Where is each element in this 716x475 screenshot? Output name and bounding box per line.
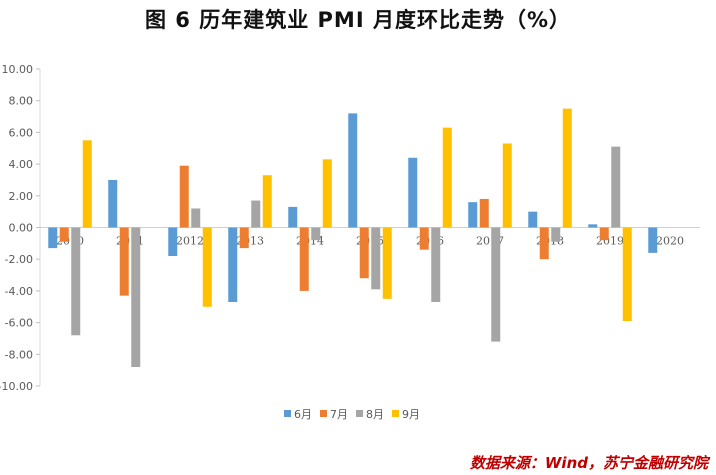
y-tick-label: 0.00 (9, 222, 34, 235)
bar-2014-8月 (311, 227, 321, 241)
bar-2020-6月 (648, 227, 658, 253)
y-tick-label: -2.00 (5, 253, 33, 266)
bar-2010-7月 (59, 227, 69, 242)
bar-2016-7月 (419, 227, 429, 250)
legend-swatch (320, 410, 327, 417)
y-tick-label: 4.00 (9, 158, 34, 171)
bar-2016-9月 (442, 127, 452, 228)
bar-2014-9月 (322, 159, 332, 228)
legend-label: 9月 (402, 408, 420, 421)
bar-2018-7月 (539, 227, 549, 260)
bar-2015-9月 (382, 227, 392, 299)
legend-swatch (284, 410, 291, 417)
bar-2017-6月 (468, 202, 478, 228)
bar-2016-8月 (431, 227, 441, 302)
bar-2013-7月 (239, 227, 249, 249)
chart-title: 图 6 历年建筑业 PMI 月度环比走势（%） (145, 8, 571, 32)
x-tick-label: 2020 (656, 235, 684, 248)
y-tick-label: 6.00 (9, 126, 34, 139)
bar-2010-8月 (71, 227, 81, 336)
bar-2012-6月 (168, 227, 178, 257)
legend-label: 8月 (366, 408, 384, 421)
bars (48, 108, 658, 367)
bar-2017-9月 (502, 143, 512, 228)
bar-2013-8月 (251, 200, 261, 228)
bar-2010-9月 (82, 140, 92, 228)
bar-2019-8月 (611, 146, 621, 228)
y-tick-label: 10.00 (2, 63, 34, 76)
bar-2013-6月 (228, 227, 238, 302)
bar-2012-8月 (191, 208, 201, 228)
bar-2012-7月 (179, 165, 189, 228)
legend-label: 7月 (330, 408, 348, 421)
bar-2012-9月 (202, 227, 212, 307)
bar-2017-8月 (491, 227, 501, 342)
bar-2015-8月 (371, 227, 381, 290)
bar-2019-9月 (622, 227, 632, 322)
legend: 6月 7月 8月 9月 (284, 408, 420, 421)
bar-2018-6月 (528, 211, 538, 228)
bar-2019-7月 (599, 227, 609, 241)
legend-swatch (356, 410, 363, 417)
source-note: 数据来源：Wind，苏宁金融研究院 (469, 454, 708, 472)
bar-2014-6月 (288, 206, 298, 228)
bar-2018-8月 (551, 227, 561, 242)
y-tick-label: -10.00 (0, 380, 33, 393)
bar-2011-6月 (108, 179, 118, 228)
legend-label: 6月 (294, 408, 312, 421)
y-axis: 10.00 8.00 6.00 4.00 2.00 0.00 -2.00 -4.00 -6.00… (0, 63, 700, 393)
x-tick-label: 2012 (176, 235, 204, 248)
bar-2018-9月 (562, 108, 572, 228)
bar-2017-7月 (479, 198, 489, 228)
bar-2019-6月 (588, 224, 598, 228)
bar-2011-8月 (131, 227, 141, 367)
y-tick-label: -8.00 (5, 348, 33, 361)
bar-2015-7月 (359, 227, 369, 279)
bar-2013-9月 (262, 175, 272, 228)
y-tick-label: -6.00 (5, 317, 33, 330)
legend-swatch (392, 410, 399, 417)
y-tick-label: -4.00 (5, 285, 33, 298)
bar-2014-7月 (299, 227, 309, 291)
y-tick-label: 2.00 (9, 190, 34, 203)
bar-2010-6月 (48, 227, 58, 249)
x-axis-labels: 2010 2011 2012 2013 2014 2015 2016 2017 2018 2019… (56, 235, 684, 248)
y-tick-label: 8.00 (9, 95, 34, 108)
bar-2015-6月 (348, 113, 358, 228)
bar-2011-7月 (119, 227, 129, 296)
bar-2016-6月 (408, 157, 418, 228)
